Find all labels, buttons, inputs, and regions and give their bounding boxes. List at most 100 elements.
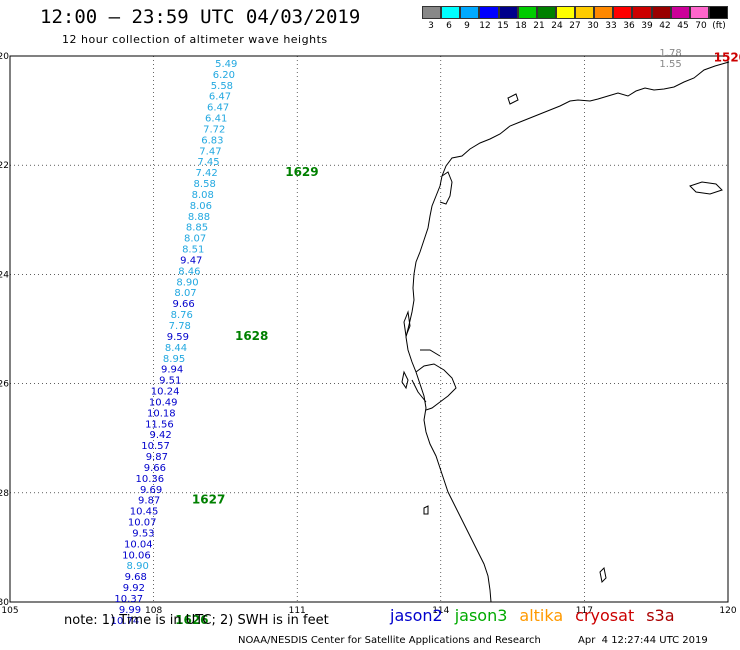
legend-label: 12 bbox=[479, 21, 491, 31]
wave-reading: 8.44 bbox=[165, 343, 187, 354]
australia-coastline bbox=[405, 61, 730, 603]
wave-reading: 10.57 bbox=[141, 441, 170, 452]
legend-label: 18 bbox=[515, 21, 527, 31]
legend-label: 45 bbox=[677, 21, 689, 31]
lon-tick-label: 120 bbox=[719, 606, 736, 616]
wave-reading: 8.76 bbox=[171, 310, 193, 321]
legend-swatch bbox=[422, 6, 442, 19]
legend-swatch bbox=[689, 6, 709, 19]
legend-label: 21 bbox=[533, 21, 545, 31]
legend-swatches bbox=[422, 6, 728, 19]
legend-label: 70 bbox=[695, 21, 707, 31]
lon-tick-label: 114 bbox=[432, 606, 449, 616]
generated-timestamp: Apr 4 12:27:44 UTC 2019 bbox=[578, 635, 708, 646]
time-label: 1626 bbox=[175, 613, 208, 627]
islands bbox=[401, 93, 723, 584]
wave-reading: 9.53 bbox=[132, 528, 154, 539]
axis-tick-labels: 105 108 111 114 117 120 -20 -22 -24 -26 -28 -30 bbox=[0, 52, 737, 616]
time-label: 1520 bbox=[714, 50, 740, 64]
wave-reading: 9.68 bbox=[125, 572, 147, 583]
units-note: note: 1) Time is in UTC; 2) SWH is in fe… bbox=[64, 613, 329, 628]
lon-tick-label: 105 bbox=[1, 606, 18, 616]
wave-reading: 9.94 bbox=[161, 365, 183, 376]
wave-reading: 8.88 bbox=[188, 212, 210, 223]
wave-reading: 7.42 bbox=[195, 168, 217, 179]
wave-reading: 9.66 bbox=[172, 299, 194, 310]
wave-reading: 10.18 bbox=[147, 408, 176, 419]
lat-tick-label: -30 bbox=[0, 598, 9, 608]
legend-swatch bbox=[536, 6, 556, 19]
satellite-name: s3a bbox=[646, 606, 675, 625]
credit-text: NOAA/NESDIS Center for Satellite Applica… bbox=[238, 635, 541, 646]
wave-reading: 8.51 bbox=[182, 245, 204, 256]
wave-reading: 9.69 bbox=[140, 485, 162, 496]
legend-swatch bbox=[613, 6, 633, 19]
time-label: 1628 bbox=[235, 329, 268, 343]
legend-swatch bbox=[460, 6, 480, 19]
wave-reading: 6.83 bbox=[201, 135, 223, 146]
legend-label: 33 bbox=[605, 21, 617, 31]
time-label: 1629 bbox=[285, 165, 318, 179]
wave-reading: 10.24 bbox=[151, 387, 180, 398]
legend-label: 30 bbox=[587, 21, 599, 31]
legend-swatch bbox=[670, 6, 690, 19]
satellite-name: jason2 bbox=[390, 606, 443, 625]
legend-swatch bbox=[594, 6, 614, 19]
wave-reading: 9.87 bbox=[146, 452, 168, 463]
legend-label: 24 bbox=[551, 21, 563, 31]
satellite-list: jason2 jason3 altika cryosat s3a bbox=[390, 606, 687, 625]
legend-label: 27 bbox=[569, 21, 581, 31]
legend-label: 15 bbox=[497, 21, 509, 31]
wave-reading: 8.08 bbox=[192, 190, 214, 201]
wave-reading: 6.47 bbox=[209, 92, 231, 103]
map-frame bbox=[9, 55, 729, 603]
satellite-name: altika bbox=[519, 606, 564, 625]
legend-unit: (ft) bbox=[712, 21, 726, 31]
coastline bbox=[405, 61, 730, 603]
island-3 bbox=[507, 93, 519, 105]
lon-tick-label: 117 bbox=[576, 606, 593, 616]
lat-tick-label: -24 bbox=[0, 270, 9, 280]
island-2 bbox=[401, 370, 409, 390]
legend-swatch bbox=[479, 6, 499, 19]
grid-lines bbox=[9, 55, 729, 603]
wave-reading: 9.66 bbox=[144, 463, 166, 474]
corner-value: 1.78 bbox=[659, 48, 681, 59]
wave-reading: 9.51 bbox=[159, 376, 181, 387]
wave-reading: 9.87 bbox=[138, 496, 160, 507]
legend-label: 9 bbox=[464, 21, 470, 31]
island-5 bbox=[599, 566, 607, 584]
lat-tick-label: -28 bbox=[0, 489, 9, 499]
wave-reading: 7.45 bbox=[197, 157, 219, 168]
time-label: 1627 bbox=[192, 493, 225, 507]
corner-value: 1.55 bbox=[659, 59, 681, 70]
wave-readings: 5.496.205.586.476.476.417.726.837.477.45… bbox=[111, 59, 238, 627]
wave-reading: 10.37 bbox=[114, 594, 143, 605]
wave-reading: 10.49 bbox=[149, 397, 178, 408]
legend-swatch bbox=[555, 6, 575, 19]
lon-tick-label: 111 bbox=[289, 606, 306, 616]
legend-swatch bbox=[517, 6, 537, 19]
legend-swatch bbox=[651, 6, 671, 19]
wave-height-legend: 3 6 9 12 15 18 21 24 27 30 33 36 39 42 45 70 (ft) bbox=[422, 6, 728, 31]
corner-values: 1.781.55 bbox=[659, 48, 681, 70]
wave-reading: 8.90 bbox=[176, 277, 198, 288]
map-title: 12:00 – 23:59 UTC 04/03/2019 bbox=[40, 6, 361, 28]
wave-reading: 8.85 bbox=[186, 223, 208, 234]
wave-reading: 6.47 bbox=[207, 103, 229, 114]
wave-reading: 10.07 bbox=[128, 518, 157, 529]
wave-reading: 9.47 bbox=[180, 255, 202, 266]
lat-tick-label: -26 bbox=[0, 380, 9, 390]
legend-label: 39 bbox=[641, 21, 653, 31]
lat-tick-label: -20 bbox=[0, 52, 9, 62]
satellite-name: jason3 bbox=[454, 606, 508, 625]
wave-reading: 10.74 bbox=[111, 616, 140, 627]
wave-reading: 7.47 bbox=[199, 146, 221, 157]
wave-reading: 9.42 bbox=[150, 430, 172, 441]
wave-reading: 8.06 bbox=[190, 201, 212, 212]
lat-tick-label: -22 bbox=[0, 161, 9, 171]
wave-reading: 8.95 bbox=[163, 354, 185, 365]
legend-swatch bbox=[708, 6, 728, 19]
wave-reading: 10.04 bbox=[124, 539, 153, 550]
wave-reading: 11.56 bbox=[145, 419, 174, 430]
